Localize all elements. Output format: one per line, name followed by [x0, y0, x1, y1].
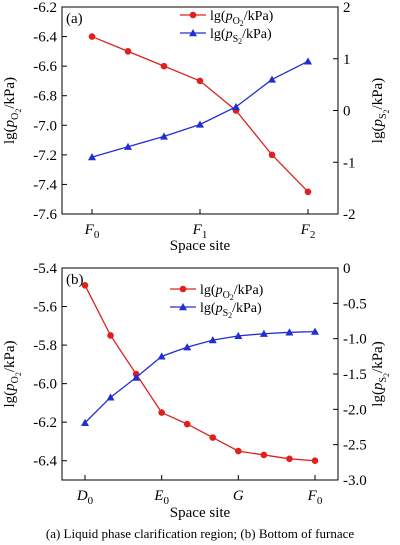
x-tick-label: G	[233, 488, 244, 504]
series-line-2	[84, 330, 316, 424]
right-tick-label: -2	[343, 207, 356, 223]
legend-marker-circle	[179, 285, 187, 293]
data-point-triangle	[183, 343, 192, 351]
x-tick-label: F0	[84, 222, 100, 241]
right-tick-label: -1.0	[343, 332, 367, 348]
data-point-triangle	[268, 75, 276, 83]
data-point-circle	[81, 282, 89, 289]
chart-panel-a: -6.2 -6.4 -6.6 -6.8 -7.0 -7.2 -7.4 -7.6 2 1 0 -1 -2 F…	[2, 0, 391, 254]
data-point-triangle	[81, 418, 89, 426]
x-tick-label: E0	[153, 488, 169, 507]
data-point-triangle	[285, 328, 294, 336]
data-point-circle	[235, 447, 242, 455]
plot-frame	[61, 6, 339, 215]
left-tick-label: -7.6	[33, 207, 57, 223]
data-point-circle	[286, 455, 293, 463]
legend-marker-circle	[189, 11, 197, 19]
series-line-2	[91, 60, 309, 158]
data-point-circle	[107, 332, 114, 339]
left-tick-label: -7.2	[33, 148, 57, 164]
x-tick-label: F0	[307, 488, 323, 507]
data-point-circle	[304, 188, 312, 196]
x-tick-label: F1	[192, 222, 208, 241]
data-point-circle	[88, 33, 96, 40]
data-point-circle	[260, 451, 268, 459]
data-point-circle	[158, 409, 165, 416]
left-tick-label: -6.8	[33, 89, 57, 105]
plot-frame	[61, 267, 339, 481]
left-y-axis-label: lg(pO2/kPa)	[2, 77, 23, 144]
left-tick-label: -5.4	[33, 261, 57, 277]
data-point-triangle	[88, 153, 96, 161]
x-tick-label: D0	[76, 488, 94, 507]
right-tick-label: -2.5	[343, 438, 367, 454]
panel-label: (a)	[66, 11, 83, 27]
left-tick-label: -6.0	[33, 377, 57, 393]
data-point-circle	[183, 420, 191, 428]
right-y-axis-label: lg(pS2/kPa)	[370, 78, 391, 143]
right-tick-label: 2	[343, 0, 351, 16]
right-tick-label: 1	[343, 52, 351, 68]
data-point-triangle	[259, 329, 268, 337]
left-tick-label: -7.4	[33, 177, 57, 193]
left-tick-label: -6.4	[33, 454, 57, 470]
legend-label: lg(pO2/kPa)	[200, 283, 264, 302]
legend-label: lg(pS2/kPa)	[200, 301, 262, 320]
data-point-triangle	[304, 57, 312, 65]
data-point-triangle	[157, 352, 166, 360]
data-point-circle	[196, 77, 204, 85]
data-point-circle	[311, 457, 319, 465]
right-tick-label: -3.0	[343, 473, 367, 489]
data-point-circle	[160, 62, 168, 70]
x-axis-label: Space site	[170, 238, 231, 254]
left-tick-label: -5.6	[33, 300, 57, 316]
data-point-triangle	[234, 331, 243, 340]
left-tick-label: -6.2	[33, 415, 57, 431]
data-point-triangle	[208, 336, 217, 344]
data-point-triangle	[124, 142, 132, 150]
legend-label: lg(pO2/kPa)	[210, 9, 274, 28]
data-point-triangle	[232, 102, 240, 111]
right-tick-label: 0	[343, 261, 351, 277]
left-y-axis-label: lg(pO2/kPa)	[2, 340, 23, 407]
right-y-axis-label: lg(pS2/kPa)	[370, 341, 391, 406]
left-tick-label: -6.6	[33, 59, 57, 75]
data-point-triangle	[106, 393, 115, 401]
right-tick-label: 0	[343, 104, 351, 120]
right-tick-label: -2.0	[343, 402, 367, 418]
data-point-circle	[209, 434, 217, 441]
data-point-triangle	[196, 120, 204, 128]
figure-caption: (a) Liquid phase clarification region; (…	[46, 526, 355, 541]
x-tick-label: F2	[300, 222, 316, 241]
left-tick-label: -5.8	[33, 338, 57, 354]
data-point-triangle	[132, 373, 141, 381]
chart-panel-b: -5.4 -5.6 -5.8 -6.0 -6.2 -6.4 0 -0.5 -1.0 -1.5 -2.…	[2, 261, 391, 521]
data-point-triangle	[311, 327, 319, 335]
data-point-circle	[124, 48, 132, 55]
left-tick-label: -6.2	[33, 0, 57, 16]
data-point-circle	[268, 151, 276, 159]
series-line-1	[84, 285, 316, 462]
right-tick-label: -0.5	[343, 296, 367, 312]
data-point-triangle	[160, 132, 168, 140]
panel-label: (b)	[66, 272, 84, 288]
left-tick-label: -7.0	[33, 118, 57, 134]
x-axis-label: Space site	[170, 505, 231, 521]
legend-label: lg(pS2/kPa)	[210, 27, 272, 46]
right-tick-label: -1	[343, 155, 356, 171]
series-line-1	[91, 35, 309, 193]
left-tick-label: -6.4	[33, 30, 57, 46]
right-tick-label: -1.5	[343, 367, 367, 383]
legend-marker-triangle	[189, 29, 197, 37]
legend-marker-triangle	[179, 303, 187, 311]
